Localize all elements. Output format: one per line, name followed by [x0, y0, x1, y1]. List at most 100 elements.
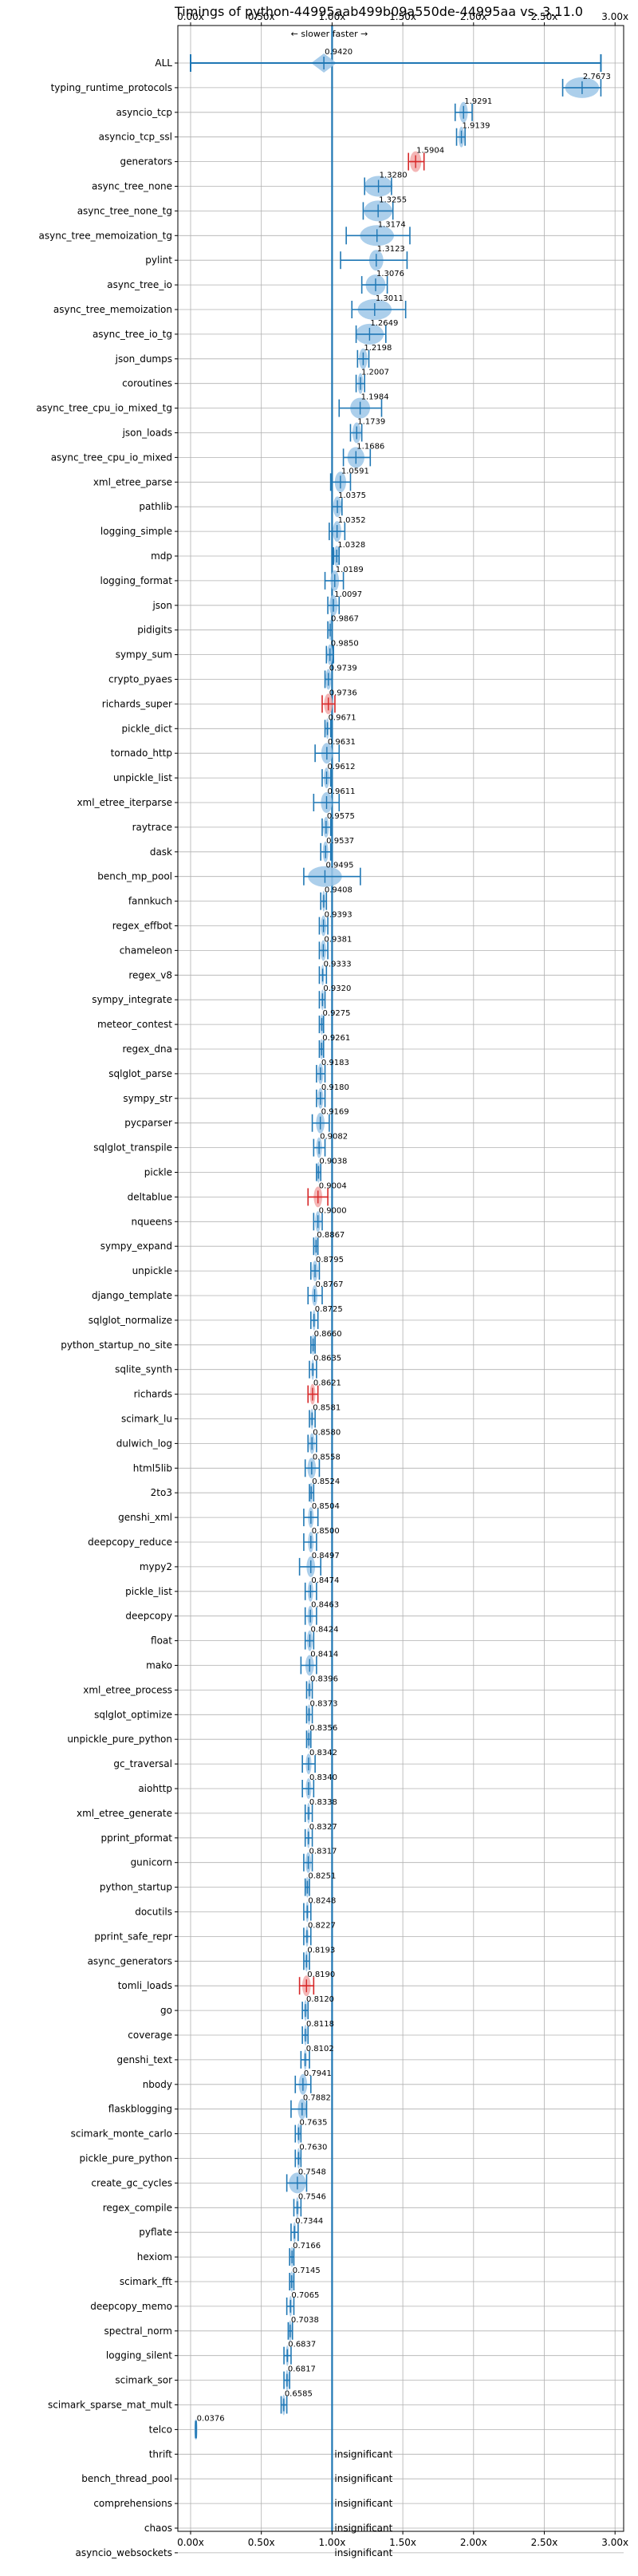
x-tick-label-bottom: 3.00x [601, 2537, 628, 2548]
value-labels: 0.9420 2.7673 1.9291 1.9139 1.5904 1.3280 1.32… [197, 48, 611, 2558]
value-label: 0.9408 [325, 886, 352, 895]
value-label: 0.7145 [293, 2266, 321, 2275]
benchmark-label: async_tree_memoization [53, 304, 172, 315]
value-label: 0.8317 [309, 1848, 337, 1856]
value-label: 0.7882 [303, 2094, 331, 2103]
value-label: 1.1984 [361, 393, 389, 402]
benchmark-label: deepcopy_reduce [88, 1537, 172, 1548]
x-tick-label-bottom: 0.50x [248, 2537, 275, 2548]
value-label: 1.5904 [416, 147, 444, 156]
value-label: 0.8356 [309, 1724, 337, 1733]
value-label: 1.3076 [376, 270, 404, 278]
benchmark-label: pprint_pformat [101, 1832, 173, 1844]
value-label: 0.9320 [323, 984, 351, 993]
value-label: 0.8424 [310, 1626, 338, 1635]
value-label: 1.3123 [377, 245, 405, 254]
benchmark-label: raytrace [132, 822, 172, 833]
benchmark-label: deepcopy [125, 1611, 172, 1622]
benchmark-label: pycparser [124, 1118, 172, 1129]
value-label: 0.8251 [308, 1872, 336, 1881]
value-label: 0.9867 [331, 615, 359, 624]
benchmark-label: json [152, 600, 172, 611]
value-label: 0.9420 [325, 48, 352, 57]
benchmark-label: sqlglot_optimize [94, 1709, 172, 1720]
benchmark-label: dulwich_log [116, 1438, 172, 1449]
value-label: 0.9671 [329, 713, 356, 722]
benchmark-label: hexiom [137, 2251, 172, 2262]
value-label: 1.0189 [336, 566, 364, 574]
value-label: 0.7038 [291, 2316, 319, 2325]
benchmark-labels: ALL typing_runtime_protocols asyncio_tcpas… [36, 57, 178, 2558]
benchmark-label: generators [120, 156, 172, 168]
benchmark-label: docutils [135, 1907, 172, 1918]
benchmark-label: gunicorn [131, 1857, 172, 1868]
benchmark-label: mdp [151, 550, 172, 562]
x-tick-label-top: 1.00x [318, 11, 345, 22]
benchmark-label: coroutines [122, 378, 172, 389]
benchmark-label: regex_compile [103, 2202, 172, 2213]
value-label: 0.6837 [288, 2341, 316, 2349]
benchmark-label: sqlite_synth [115, 1364, 172, 1375]
benchmark-label: spectral_norm [104, 2326, 172, 2337]
value-label: 0.7630 [299, 2144, 327, 2152]
benchmark-label: sqlglot_normalize [89, 1315, 172, 1326]
benchmark-label: scimark_fft [120, 2276, 172, 2287]
value-label: 0.9261 [322, 1034, 350, 1043]
value-label: 0.8500 [312, 1527, 340, 1536]
x-tick-label-bottom: 1.50x [389, 2537, 416, 2548]
value-label: 0.8327 [309, 1823, 337, 1832]
benchmark-label: pprint_safe_repr [94, 1931, 172, 1942]
value-label: 1.1739 [357, 418, 385, 427]
value-label: 0.7941 [304, 2069, 332, 2078]
benchmark-label: pickle_list [125, 1586, 172, 1597]
benchmark-label: async_tree_memoization_tg [39, 230, 172, 241]
benchmark-label: chaos [144, 2523, 172, 2534]
benchmark-label: unpickle [132, 1265, 172, 1276]
value-label: 0.7546 [298, 2192, 326, 2201]
benchmark-label: crypto_pyaes [108, 674, 172, 685]
benchmark-label: scimark_monte_carlo [71, 2128, 172, 2140]
benchmark-label: json_dumps [115, 353, 172, 365]
value-label: 0.8581 [313, 1404, 341, 1413]
insignificant-label: insignificant [334, 2547, 392, 2558]
x-tick-label-top: 0.00x [177, 11, 204, 22]
benchmark-label: sympy_expand [100, 1241, 172, 1252]
value-label: 0.8474 [311, 1576, 339, 1585]
value-label: 0.7635 [299, 2119, 327, 2128]
value-label: 0.9739 [329, 665, 357, 673]
benchmark-label: async_tree_cpu_io_mixed_tg [36, 403, 172, 414]
insignificant-label: insignificant [334, 2523, 392, 2534]
value-label: 0.8497 [312, 1552, 340, 1560]
value-label: 1.0352 [338, 516, 366, 525]
x-tick-label-bottom: 0.00x [177, 2537, 204, 2548]
insignificant-label: insignificant [334, 2473, 392, 2484]
value-label: 0.8660 [314, 1330, 342, 1339]
benchmark-label: richards_super [102, 698, 172, 709]
benchmark-label: asyncio_tcp [116, 107, 172, 118]
value-label: 0.8248 [308, 1897, 336, 1906]
benchmark-label: meteor_contest [97, 1019, 172, 1030]
value-label: 1.9139 [463, 122, 490, 131]
value-label: 0.6817 [288, 2365, 316, 2374]
benchmark-label: async_tree_none_tg [77, 205, 172, 216]
benchmark-label: asyncio_tcp_ssl [99, 132, 172, 143]
benchmark-label: async_tree_cpu_io_mixed [51, 452, 172, 463]
benchmark-label: nqueens [132, 1216, 172, 1227]
value-label: 0.7344 [295, 2217, 323, 2226]
benchmark-label: pylint [145, 254, 172, 266]
value-label: 0.8414 [310, 1651, 338, 1659]
benchmark-label: xml_etree_parse [93, 476, 172, 487]
benchmark-label: richards [134, 1389, 172, 1400]
benchmark-label: fannkuch [128, 896, 172, 907]
value-label: 0.8102 [306, 2045, 334, 2053]
benchmark-label: mypy2 [140, 1561, 172, 1572]
value-label: 0.9631 [328, 738, 356, 747]
plot-frame [177, 25, 624, 2532]
value-label: 0.9495 [325, 862, 353, 870]
insignificant-label: insignificant [334, 2448, 392, 2460]
value-label: 0.8338 [309, 1798, 337, 1807]
benchmark-label: aiohttp [138, 1783, 172, 1794]
benchmark-label: thrift [149, 2448, 173, 2460]
value-label: 0.9004 [319, 1181, 347, 1190]
